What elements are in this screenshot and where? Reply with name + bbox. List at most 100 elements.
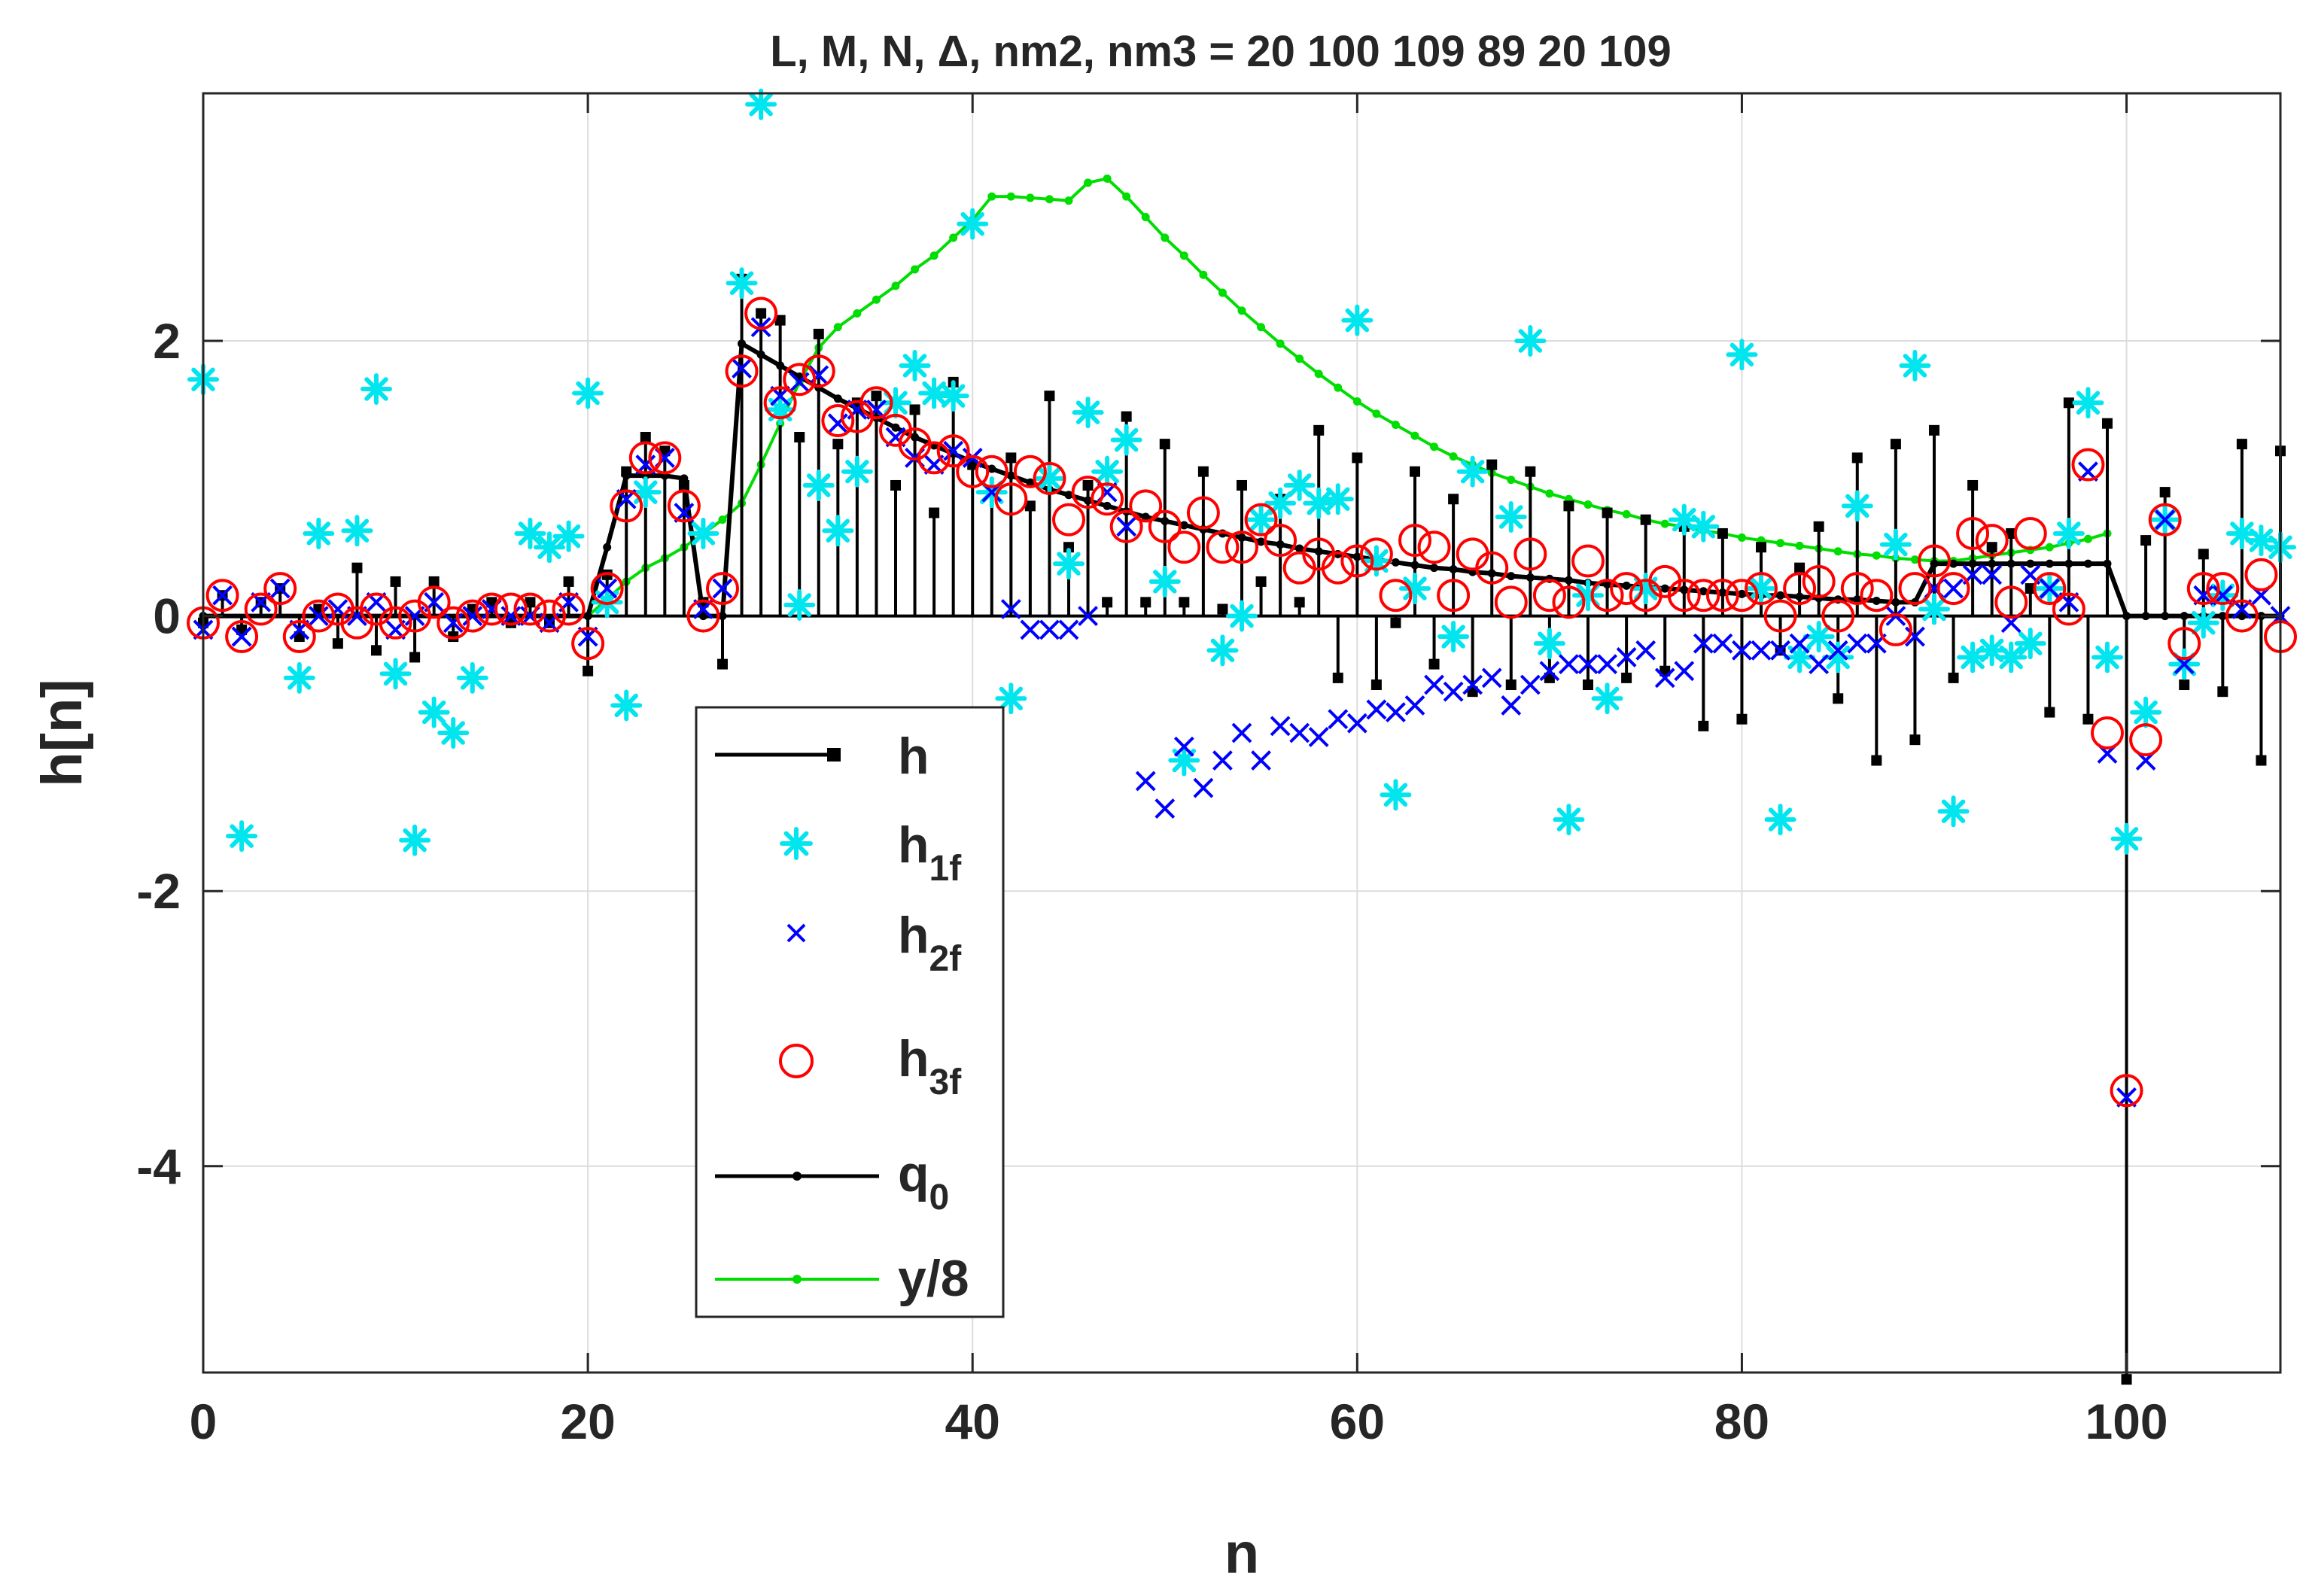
series-h-marker [1140,597,1151,608]
series-h-marker [1159,439,1170,450]
series-h1f-point [2052,517,2085,549]
series-h3f-point [205,579,239,613]
series-q0-point [622,471,631,480]
series-h-marker [2236,439,2247,450]
series-h3f-point [417,585,451,619]
legend-entry-y8: y/8 [715,1250,969,1307]
series-h-marker [1621,672,1632,683]
series-y8-point [1872,551,1881,560]
series-q0-point [1237,533,1246,542]
series-h-marker [909,404,920,415]
series-h1f-point [1168,744,1200,777]
legend-marker-h [827,748,841,762]
series-h-marker [1813,521,1824,532]
series-y8-point [1795,541,1804,550]
series-h3f-point [1532,579,1566,613]
series-h1f-point [437,717,470,749]
series-h3f-point [1860,579,1894,613]
series-y8-point [1449,452,1458,461]
series-h2f-point [827,413,848,434]
series-y8-point [2045,543,2054,552]
series-q0-point [1103,501,1112,510]
series-h3f-point [1763,599,1797,633]
series-h-marker [1179,597,1190,608]
x-tick-label: 40 [945,1394,1000,1449]
series-q0-point [2083,559,2092,568]
series-y8-point [911,265,920,274]
series-h3f-point [1494,585,1528,619]
series-h3f-point [1571,544,1605,578]
series-y8-point [1314,369,1323,378]
series-h-marker [2198,549,2209,560]
series-h-marker [2082,713,2094,725]
series-q0-point [718,612,727,621]
series-h3f-point [1802,564,1836,598]
series-h2f-point [1308,727,1329,747]
series-h3f-point [1898,572,1932,606]
series-q0-point [756,350,765,359]
series-q0-point [1314,547,1323,556]
series-h3f-point [994,482,1028,516]
series-h2f-point [1597,654,1617,675]
series-h-marker [1005,452,1017,464]
series-h1f-point [1495,501,1527,534]
series-h-marker [2044,707,2055,718]
series-h1f-point [1687,510,1720,543]
series-y8-point [1218,288,1227,297]
series-h3f-point [1705,579,1739,613]
series-h2f-point [1154,798,1176,819]
legend-entry-h: h [715,728,929,785]
series-h3f-point [975,454,1008,488]
series-h1f-point [629,476,662,509]
series-q0-point [2141,612,2150,621]
series-h-marker [1833,693,1844,704]
y-tick-label: 0 [153,588,181,644]
series-q0-point [1718,588,1727,597]
series-h3f-point [1379,579,1413,613]
series-h-marker [563,576,574,587]
series-h2f-point [1039,619,1060,640]
series-h-marker [1563,500,1574,512]
series-h-marker [2025,583,2036,594]
series-q0-point [2161,612,2170,621]
series-q0-point [1622,581,1631,590]
series-h-marker [1448,494,1459,505]
series-h3f-point [1667,579,1701,613]
series-q0-point [1891,597,1900,606]
series-y8-point [1910,555,1919,564]
series-h-marker [717,658,728,670]
series-q0-point [1449,564,1458,573]
series-y8-point [1103,174,1112,183]
x-tick-label: 100 [2085,1394,2168,1449]
series-q0-point [1949,559,1958,568]
series-h-marker [1044,391,1055,402]
series-h2f-point [231,626,252,647]
series-h2f-point [462,606,483,627]
series-h-marker [890,479,901,491]
series-h1f-point [1899,349,1931,382]
series-h3f-point [1091,482,1124,516]
series-y8-point [1045,195,1054,204]
series-h3f-point [1783,572,1817,606]
legend-marker-h3f [779,1044,814,1078]
series-h1f-point [1399,573,1431,605]
series-y8-point [1179,251,1188,260]
series-h3f-point [2013,516,2047,550]
series-h1f-point [802,469,835,501]
series-h1f-point [226,820,258,853]
series-h2f-point [212,585,233,606]
series-h3f-point [2206,572,2240,606]
legend-box [695,706,1005,1318]
series-h-marker [1102,597,1113,608]
series-h1f-point [1879,528,1912,561]
series-h2f-point [1346,713,1367,734]
series-h-marker [371,645,382,656]
series-h2f-point [1135,771,1156,792]
series-h-marker [1698,720,1709,731]
series-h3f-point [533,599,566,633]
series-h1f-point [687,517,719,549]
series-q0-point [1141,512,1150,521]
series-q0-point [583,612,592,621]
series-h2f-point [1270,716,1291,737]
series-h3f-point [513,592,547,626]
